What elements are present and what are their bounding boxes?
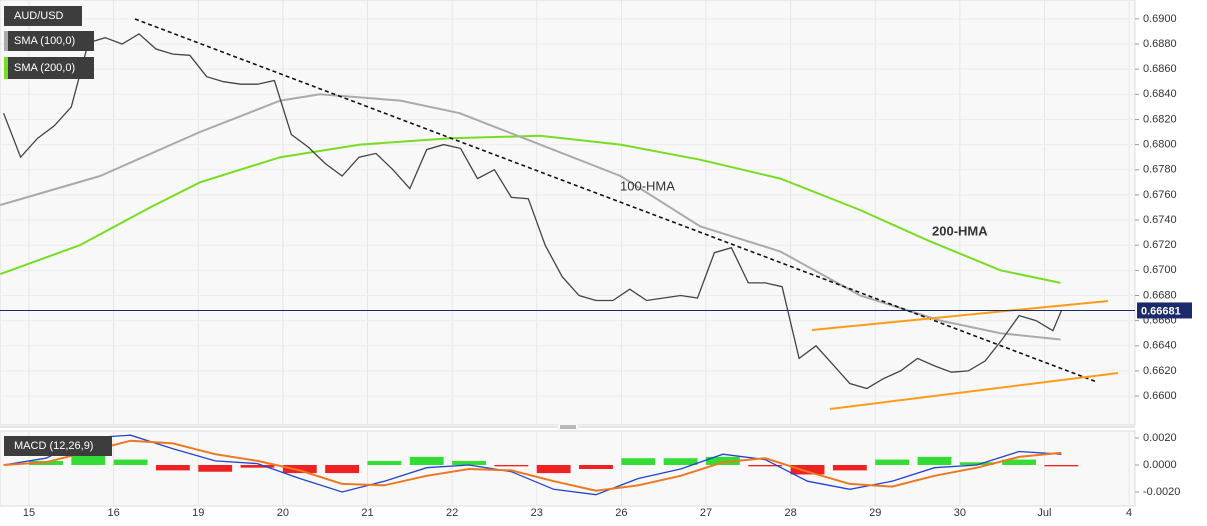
x-tick-label: 22 [446, 507, 458, 519]
series-line [2, 33, 1062, 390]
y-tick-label: 0.6860 [1143, 63, 1177, 75]
last-price-label: 0.66681 [1141, 305, 1181, 317]
downtrend-line [134, 18, 1098, 383]
histogram-bar [282, 464, 317, 474]
y-tick-label: 0.6680 [1143, 289, 1177, 301]
legend-box [4, 57, 94, 79]
y-tick-label: 0.6840 [1143, 88, 1177, 100]
histogram-bar [875, 459, 910, 465]
x-tick-label: 21 [361, 507, 373, 519]
y-tick-label: 0.6880 [1143, 38, 1177, 50]
y-tick-label: 0.6600 [1143, 390, 1177, 402]
histogram-bar [705, 456, 740, 465]
legend-label: AUD/USD [14, 10, 64, 22]
trend-lines [134, 18, 1119, 410]
resize-handle[interactable] [558, 424, 578, 430]
main-plot-bg [0, 0, 1136, 426]
y-tick-label: 0.0020 [1143, 432, 1177, 444]
x-tick-label: 19 [192, 507, 204, 519]
hma200-annotation: 200-HMA [932, 223, 988, 238]
x-tick-label: 26 [615, 507, 627, 519]
y-tick-label: 0.6620 [1143, 365, 1177, 377]
histogram-bar [452, 460, 486, 465]
series-line [0, 93, 1061, 341]
histogram-bar [367, 460, 402, 465]
y-tick-label: 0.6800 [1143, 139, 1177, 151]
hma100-annotation: 100-HMA [620, 178, 675, 193]
series-line [3, 434, 1062, 496]
histogram-bar [240, 464, 275, 468]
x-tick-label: 30 [954, 507, 966, 519]
legend-box [4, 31, 94, 51]
x-tick-label: 29 [869, 507, 881, 519]
histogram-bar [621, 458, 656, 465]
histogram-bar [748, 464, 783, 467]
series-line [3, 439, 1062, 492]
histogram-bar [155, 464, 190, 471]
grid [0, 0, 1135, 506]
histogram-bar [663, 458, 698, 465]
legend-swatch [4, 57, 8, 79]
histogram-bar [409, 456, 444, 465]
macd-title: MACD (12,26,9) [14, 440, 93, 452]
legend-label: SMA (100,0) [14, 35, 75, 47]
legend-swatch [4, 31, 8, 51]
last-price-box [1137, 302, 1192, 319]
y-tick-label: 0.6760 [1143, 189, 1177, 201]
y-tick-label: 0.6820 [1143, 113, 1177, 125]
y-tick-label: 0.6720 [1143, 239, 1177, 251]
histogram-bar [198, 464, 233, 472]
x-tick-label: 4 [1126, 507, 1132, 519]
x-tick-label: 27 [700, 507, 712, 519]
histogram-bar [325, 464, 360, 474]
x-tick-label: 20 [277, 507, 289, 519]
x-tick-label: Jul [1037, 507, 1051, 519]
y-tick-label: 0.6780 [1143, 164, 1177, 176]
marks [0, 33, 1079, 496]
handle[interactable] [558, 424, 578, 430]
channel-lower [829, 372, 1119, 410]
histogram-bar [790, 464, 825, 475]
histogram-bar [579, 464, 613, 470]
legend: AUD/USD SMA (100,0) SMA (200,0) MACD (12… [4, 6, 112, 456]
histogram-bar [959, 462, 994, 465]
y-tick-label: -0.0020 [1143, 486, 1180, 498]
histogram-bar [536, 464, 571, 474]
x-tick-label: 16 [108, 507, 120, 519]
legend-box [4, 6, 82, 26]
histogram-bar [494, 464, 529, 467]
legend-label: SMA (200,0) [14, 62, 75, 74]
y-tick-label: 0.6900 [1143, 13, 1177, 25]
legend-box [4, 436, 112, 456]
histogram-bar [1044, 464, 1079, 467]
histogram-bar [917, 456, 952, 465]
x-tick-label: 28 [784, 507, 796, 519]
histogram-bar [113, 459, 148, 465]
y-tick-label: 0.6700 [1143, 264, 1177, 276]
histogram-bar [832, 464, 867, 471]
series-line [0, 134, 1061, 284]
histogram-bar [1002, 459, 1036, 465]
x-tick-label: 23 [531, 507, 543, 519]
y-tick-label: 0.6740 [1143, 214, 1177, 226]
x-tick-label: 15 [23, 507, 35, 519]
channel-upper [811, 300, 1109, 331]
y-tick-label: 0.0000 [1143, 459, 1177, 471]
y-tick-label: 0.6640 [1143, 340, 1177, 352]
